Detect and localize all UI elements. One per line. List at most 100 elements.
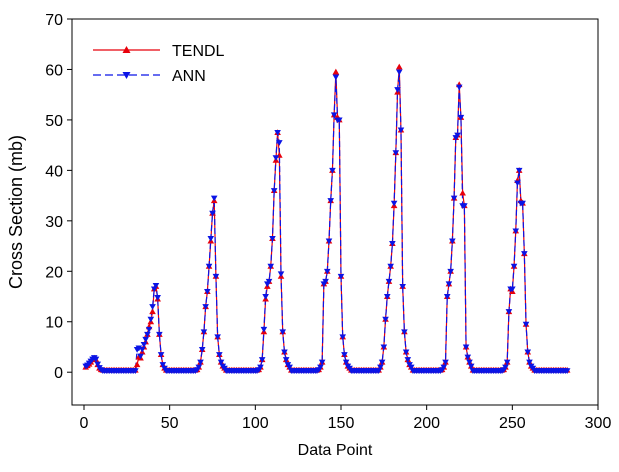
marker xyxy=(135,345,143,352)
series-line xyxy=(85,71,568,372)
marker xyxy=(267,263,275,270)
marker xyxy=(402,349,410,356)
marker xyxy=(204,288,211,295)
x-tick-label: 0 xyxy=(80,415,89,432)
marker xyxy=(512,228,520,235)
marker xyxy=(144,331,151,338)
marker xyxy=(138,347,146,353)
marker xyxy=(205,263,213,270)
marker xyxy=(505,309,513,315)
marker xyxy=(526,359,533,366)
marker xyxy=(399,283,406,290)
marker xyxy=(323,268,331,275)
marker xyxy=(212,273,220,280)
marker xyxy=(392,150,400,157)
marker xyxy=(442,359,449,366)
marker xyxy=(262,294,269,300)
marker xyxy=(145,326,153,333)
marker xyxy=(317,364,324,371)
marker xyxy=(147,316,155,323)
marker xyxy=(156,331,163,338)
x-axis-label: Data Point xyxy=(298,442,373,459)
marker xyxy=(154,295,161,301)
marker xyxy=(217,359,225,366)
marker xyxy=(450,195,458,202)
legend-marker xyxy=(122,72,131,79)
marker xyxy=(200,329,208,336)
y-tick-label: 70 xyxy=(45,12,63,29)
legend-marker xyxy=(122,46,131,53)
marker xyxy=(140,341,148,348)
marker xyxy=(152,282,160,289)
marker xyxy=(519,200,526,207)
x-tick-label: 150 xyxy=(328,415,355,432)
marker xyxy=(515,167,523,174)
marker xyxy=(94,361,102,368)
plot-frame xyxy=(71,18,599,406)
marker xyxy=(390,200,398,207)
marker xyxy=(521,251,528,257)
marker xyxy=(341,352,348,358)
marker xyxy=(332,68,340,75)
marker xyxy=(330,112,338,119)
marker xyxy=(198,347,206,353)
marker xyxy=(157,352,165,358)
marker xyxy=(142,336,149,343)
marker xyxy=(216,352,223,358)
marker xyxy=(329,167,336,174)
marker xyxy=(514,180,521,187)
marker xyxy=(394,87,401,93)
marker xyxy=(322,278,329,285)
marker xyxy=(137,353,144,360)
x-tick-label: 100 xyxy=(242,415,269,432)
marker xyxy=(195,364,203,371)
x-tick-label: 200 xyxy=(413,415,440,432)
marker xyxy=(342,359,350,366)
marker xyxy=(387,263,394,270)
y-tick-label: 40 xyxy=(45,163,63,180)
legend-label: TENDL xyxy=(172,43,225,60)
marker xyxy=(404,357,412,363)
marker xyxy=(502,364,509,371)
marker xyxy=(380,344,388,351)
marker xyxy=(92,356,100,363)
y-tick-label: 0 xyxy=(54,365,63,382)
marker xyxy=(202,304,209,310)
marker xyxy=(397,127,405,134)
marker xyxy=(443,294,451,300)
marker xyxy=(337,273,345,280)
marker xyxy=(383,294,391,300)
marker xyxy=(327,198,335,204)
marker xyxy=(318,359,326,366)
marker xyxy=(339,334,347,341)
marker xyxy=(274,130,281,136)
marker xyxy=(449,238,456,245)
marker xyxy=(132,368,139,374)
marker xyxy=(260,326,268,333)
marker xyxy=(445,281,453,288)
marker xyxy=(149,304,156,310)
marker xyxy=(272,155,280,162)
marker xyxy=(563,368,571,374)
marker xyxy=(332,74,340,81)
marker xyxy=(159,362,167,368)
marker xyxy=(382,316,389,323)
x-tick-label: 250 xyxy=(499,415,526,432)
marker xyxy=(509,286,516,293)
marker xyxy=(282,357,290,363)
marker xyxy=(454,132,461,139)
marker xyxy=(197,359,204,366)
x-tick-label: 300 xyxy=(585,415,612,432)
marker xyxy=(279,329,287,336)
marker xyxy=(277,271,285,278)
y-axis-label: Cross Section (mb) xyxy=(6,135,26,289)
marker xyxy=(214,334,221,341)
marker xyxy=(401,329,408,336)
marker xyxy=(257,364,264,371)
marker xyxy=(385,278,393,285)
y-tick-label: 60 xyxy=(45,62,63,79)
marker xyxy=(457,114,465,121)
marker xyxy=(377,364,384,371)
marker xyxy=(395,63,403,70)
